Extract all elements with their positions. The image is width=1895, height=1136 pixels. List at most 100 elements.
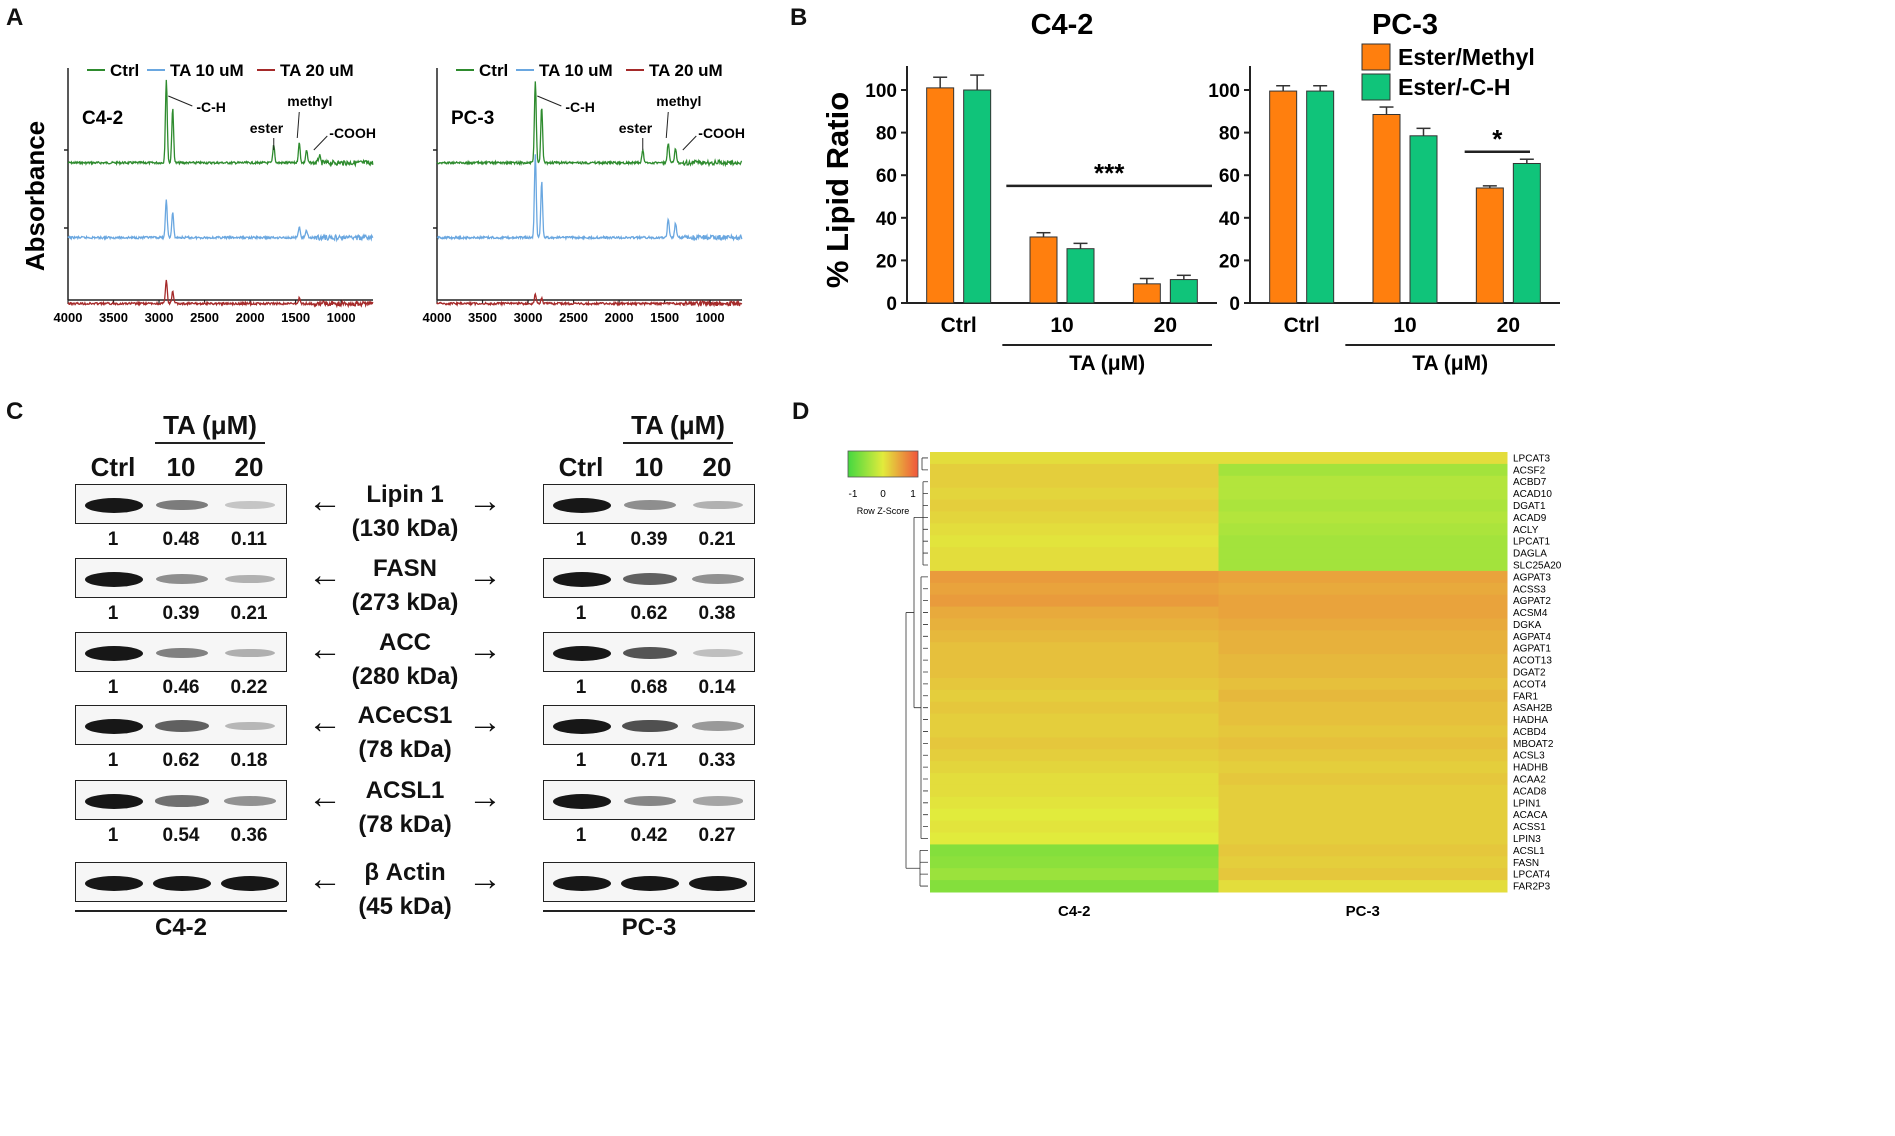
ftir-xtick-label: 3500 bbox=[99, 310, 128, 325]
row-label: ACAA2 bbox=[1513, 775, 1546, 786]
heatmap-cell-far2p3-0 bbox=[930, 880, 1219, 893]
bar-ytick-label: 100 bbox=[1208, 81, 1240, 102]
spectrum-ta-10-um bbox=[436, 154, 743, 242]
annotation-ester: ester bbox=[619, 120, 653, 136]
dendrogram bbox=[905, 457, 928, 887]
band-density-value: 0.42 bbox=[630, 825, 668, 846]
band-density-value: 1 bbox=[575, 677, 587, 698]
blot-band bbox=[153, 875, 211, 891]
row-label: LPCAT1 bbox=[1513, 537, 1550, 548]
blot-band bbox=[623, 795, 677, 807]
protein-label: ACC (280 kDa) bbox=[305, 626, 505, 694]
heatmap-cell-asah2b-1 bbox=[1218, 701, 1508, 715]
band-density-value: 0.39 bbox=[162, 603, 200, 624]
row-label: AGPAT3 bbox=[1513, 572, 1551, 583]
annotation-methyl: methyl bbox=[656, 93, 701, 109]
lane-label: Ctrl bbox=[558, 452, 604, 482]
heatmap-cell-lpcat1-0 bbox=[930, 535, 1219, 548]
bar-xlabel: TA (μM) bbox=[1412, 352, 1488, 375]
blot-band bbox=[692, 573, 744, 584]
band-density-value: 0.62 bbox=[162, 750, 200, 771]
band-density-value: 0.22 bbox=[230, 677, 268, 698]
arrow-right-icon: → bbox=[468, 482, 502, 520]
bar-category-label: Ctrl bbox=[941, 314, 977, 337]
band-density-value: 1 bbox=[575, 750, 587, 771]
ftir-title: PC-3 bbox=[451, 108, 494, 129]
ftir-xtick-label: 4000 bbox=[423, 310, 452, 325]
ftir-xtick-label: 1000 bbox=[327, 310, 356, 325]
heatmap-cell-acaca-1 bbox=[1218, 808, 1508, 822]
legend-label: Ester/Methyl bbox=[1398, 44, 1535, 70]
protein-name: ACC bbox=[379, 629, 431, 656]
blot-pc3 bbox=[543, 705, 755, 745]
heatmap-cell-acly-0 bbox=[930, 523, 1219, 536]
blot-c42 bbox=[75, 484, 287, 524]
heatmap-cell-mboat2-0 bbox=[930, 737, 1219, 750]
blot-band bbox=[155, 499, 209, 511]
ftir-ylabel: Absorbance bbox=[20, 121, 50, 271]
row-label: ASAH2B bbox=[1513, 703, 1553, 714]
blot-c42 bbox=[75, 705, 287, 745]
bar-ester-methyl-20 bbox=[1132, 283, 1161, 304]
blot-band bbox=[553, 875, 611, 891]
arrow-left-icon: ← bbox=[308, 482, 342, 520]
bar-ester-methyl-20 bbox=[1475, 187, 1504, 304]
ftir-xtick-label: 2500 bbox=[559, 310, 588, 325]
heatmap-cell-acsl1-1 bbox=[1218, 844, 1508, 857]
band-density-value: 0.33 bbox=[698, 750, 736, 771]
bar-ester-methyl-10 bbox=[1372, 113, 1401, 304]
heatmap-cell-acss3-1 bbox=[1218, 582, 1508, 596]
blot-band bbox=[553, 571, 611, 587]
row-label: ACBD7 bbox=[1513, 477, 1547, 488]
annotation-arrow bbox=[168, 95, 193, 107]
row-label: SLC25A20 bbox=[1513, 560, 1562, 571]
bar-category-label: 10 bbox=[1050, 314, 1073, 337]
cell-line-pc3: PC-3 bbox=[621, 914, 677, 941]
row-label: FAR1 bbox=[1513, 691, 1538, 702]
protein-label: ACeCS1 (78 kDa) bbox=[305, 699, 505, 767]
heatmap-cell-acsm4-0 bbox=[930, 606, 1219, 619]
band-density-value: 0.39 bbox=[630, 529, 668, 550]
bar-category-label: 20 bbox=[1154, 314, 1177, 337]
blot-band bbox=[692, 721, 744, 731]
row-label: ACAD9 bbox=[1513, 513, 1547, 524]
heatmap-cell-acaca-0 bbox=[930, 808, 1219, 822]
band-density-value: 1 bbox=[575, 529, 587, 550]
protein-name: ACSL1 bbox=[365, 777, 445, 804]
legend-label: Ctrl bbox=[479, 61, 508, 80]
heatmap-cell-acsm4-1 bbox=[1218, 606, 1508, 619]
row-label: AGPAT2 bbox=[1513, 596, 1551, 607]
bar-ytick-label: 80 bbox=[1219, 124, 1240, 145]
protein-name: ACeCS1 bbox=[357, 702, 453, 729]
blot-c42 bbox=[75, 558, 287, 598]
heatmap-cell-acly-1 bbox=[1218, 523, 1508, 536]
row-label: LPCAT3 bbox=[1513, 453, 1550, 464]
band-density-value: 0.54 bbox=[162, 825, 200, 846]
bar-ester-methyl-10 bbox=[1029, 236, 1058, 304]
heatmap-cell-lpin3-1 bbox=[1218, 832, 1508, 845]
row-label: DAGLA bbox=[1513, 549, 1547, 560]
blot-band bbox=[692, 500, 744, 510]
ftir-xtick-label: 3500 bbox=[468, 310, 497, 325]
legend-swatch bbox=[1361, 43, 1391, 71]
blot-band bbox=[622, 646, 678, 660]
blot-band bbox=[225, 721, 275, 731]
arrow-left-icon: ← bbox=[308, 556, 342, 594]
protein-name: FASN bbox=[372, 555, 437, 582]
heatmap-cell-dgka-1 bbox=[1218, 618, 1508, 631]
ftir-title: C4-2 bbox=[82, 108, 123, 129]
blot-c42 bbox=[75, 780, 287, 820]
heatmap-cell-acbd4-0 bbox=[930, 725, 1219, 738]
ftir-xtick-label: 3000 bbox=[514, 310, 543, 325]
heatmap-cell-dgka-0 bbox=[930, 618, 1219, 631]
key-tick-label: -1 bbox=[849, 489, 858, 500]
heatmap-cell-acbd7-1 bbox=[1218, 475, 1508, 489]
annotation-cooh: -COOH bbox=[329, 125, 376, 141]
heatmap-cell-dgat2-1 bbox=[1218, 666, 1508, 679]
annotation-ester: ester bbox=[250, 120, 284, 136]
lane-label: 10 bbox=[166, 452, 196, 482]
heatmap-cell-asah2b-0 bbox=[930, 701, 1219, 715]
blot-band bbox=[85, 793, 143, 809]
blot-pc3 bbox=[543, 484, 755, 524]
lane-label: 20 bbox=[702, 452, 732, 482]
